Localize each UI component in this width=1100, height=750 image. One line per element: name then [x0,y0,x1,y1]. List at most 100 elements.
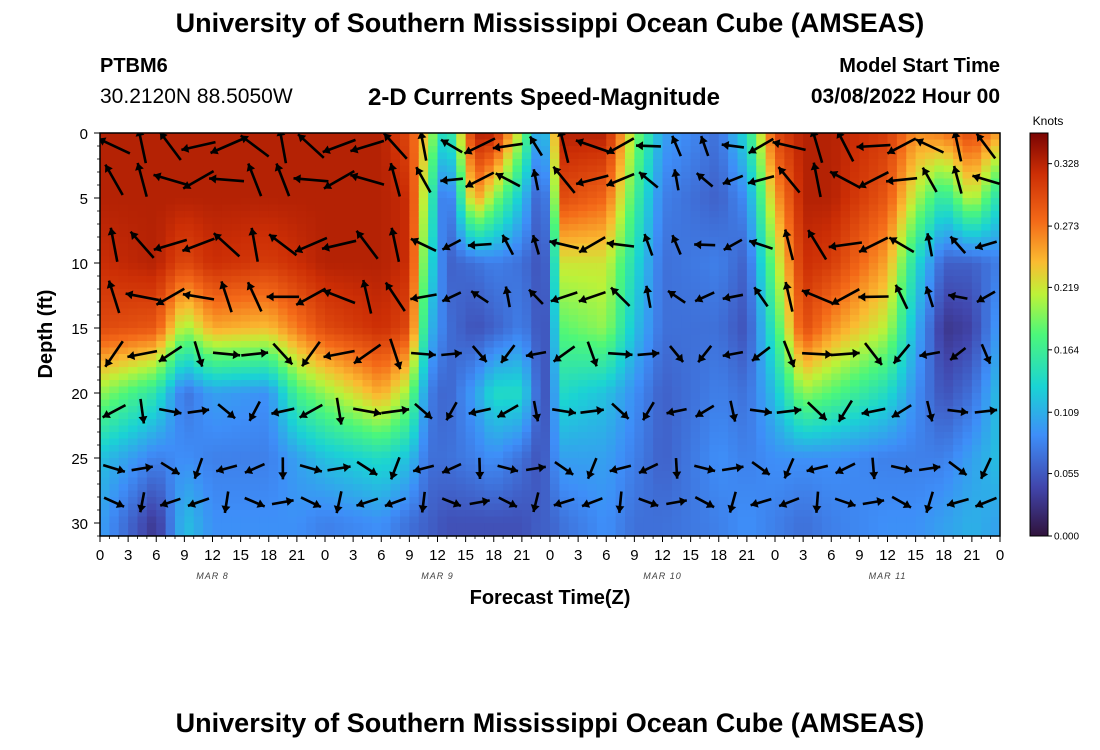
heatmap-cell [128,191,139,199]
heatmap-cell [625,373,635,381]
heatmap-cell [709,510,720,518]
heatmap-cell [250,211,260,219]
heatmap-cell [540,334,551,342]
heatmap-cell [709,217,720,225]
heatmap-cell [681,516,692,524]
heatmap-cell [784,334,795,342]
heatmap-cell [596,360,607,368]
heatmap-cell [268,302,279,310]
heatmap-cell [221,159,232,167]
heatmap-cell [137,386,148,394]
heatmap-cell [475,477,485,485]
heatmap-cell [221,185,232,193]
heatmap-cell [615,471,626,479]
heatmap-cell [184,152,195,160]
heatmap-cell [559,419,570,427]
heatmap-cell [578,191,589,199]
heatmap-cell [418,393,429,401]
heatmap-cell [118,152,129,160]
heatmap-cell [700,165,710,173]
heatmap-cell [325,490,335,498]
heatmap-cell [428,211,439,219]
heatmap-cell [446,224,457,232]
heatmap-cell [128,399,139,407]
heatmap-cell [325,380,335,388]
heatmap-cell [146,250,157,258]
heatmap-cell [737,516,748,524]
heatmap-cell [596,445,607,453]
heatmap-cell [184,230,195,238]
heatmap-cell [671,256,682,264]
heatmap-cell [643,445,654,453]
heatmap-cell [625,523,635,531]
heatmap-cell [268,165,279,173]
heatmap-cell [109,172,120,180]
heatmap-cell [109,406,120,414]
heatmap-cell [437,308,448,316]
heatmap-cell [550,451,560,459]
heatmap-cell [362,386,373,394]
heatmap-cell [165,139,176,147]
heatmap-cell [784,133,795,141]
heatmap-cell [775,198,785,206]
heatmap-cell [765,451,776,459]
heatmap-cell [540,471,551,479]
heatmap-cell [343,334,354,342]
heatmap-cell [409,451,420,459]
heatmap-cell [540,139,551,147]
heatmap-cell [690,224,701,232]
heatmap-cell [400,360,410,368]
heatmap-cell [240,399,251,407]
heatmap-cell [409,484,420,492]
heatmap-cell [100,165,110,173]
heatmap-cell [390,393,401,401]
heatmap-cell [643,510,654,518]
heatmap-cell [671,315,682,323]
heatmap-cell [718,360,729,368]
heatmap-cell [325,263,335,271]
heatmap-cell [840,295,851,303]
heatmap-cell [362,315,373,323]
heatmap-cell [596,133,607,141]
heatmap-cell [831,237,842,245]
heatmap-cell [793,152,804,160]
heatmap-cell [596,458,607,466]
heatmap-cell [221,360,232,368]
heatmap-cell [493,230,504,238]
heatmap-cell [775,419,785,427]
heatmap-cell [793,315,804,323]
heatmap-cell [306,503,317,511]
heatmap-cell [456,347,467,355]
heatmap-cell [118,198,129,206]
heatmap-cell [775,373,785,381]
heatmap-cell [446,451,457,459]
heatmap-cell [512,328,523,336]
heatmap-cell [306,529,317,536]
heatmap-cell [146,308,157,316]
heatmap-cell [278,321,289,329]
heatmap-cell [550,347,560,355]
heatmap-cell [793,380,804,388]
heatmap-cell [428,276,439,284]
heatmap-cell [287,256,298,264]
heatmap-cell [596,159,607,167]
heatmap-cell [784,386,795,394]
heatmap-cell [718,250,729,258]
heatmap-cell [821,185,832,193]
heatmap-cell [587,328,598,336]
heatmap-cell [465,289,476,297]
heatmap-cell [503,490,514,498]
heatmap-cell [221,204,232,212]
heatmap-cell [156,373,167,381]
heatmap-cell [287,133,298,141]
heatmap-cell [315,484,326,492]
heatmap-cell [634,360,645,368]
heatmap-cell [240,152,251,160]
heatmap-cell [128,406,139,414]
heatmap-cell [625,445,635,453]
heatmap-cell [484,256,495,264]
heatmap-cell [718,523,729,531]
heatmap-cell [306,295,317,303]
heatmap-cell [146,497,157,505]
heatmap-cell [128,159,139,167]
